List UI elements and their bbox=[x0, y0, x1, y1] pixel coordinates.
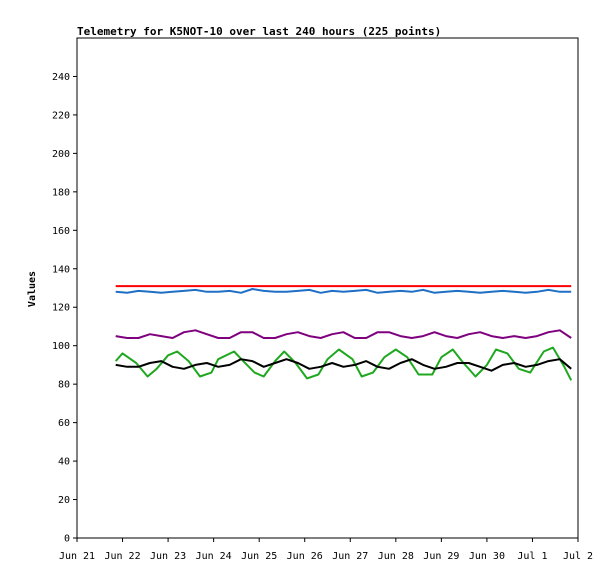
x-tick-label: Jun 22 bbox=[104, 551, 140, 562]
y-axis: 0 20 40 60 80 100 120 140 160 180 200 220 240 bbox=[52, 72, 77, 545]
x-tick-label: Jun 23 bbox=[150, 551, 186, 562]
y-tick-label: 160 bbox=[52, 226, 70, 237]
chart-title: Telemetry for K5NOT-10 over last 240 hou… bbox=[77, 25, 441, 38]
x-tick-label: Jun 29 bbox=[423, 551, 459, 562]
x-tick-label: Jun 28 bbox=[378, 551, 414, 562]
y-tick-label: 40 bbox=[58, 457, 70, 468]
y-tick-label: 100 bbox=[52, 341, 70, 352]
plot-area bbox=[76, 37, 579, 539]
x-tick-label: Jul 2 bbox=[563, 551, 593, 562]
y-tick-label: 20 bbox=[58, 495, 70, 506]
x-tick-label: Jun 26 bbox=[287, 551, 323, 562]
y-tick-label: 180 bbox=[52, 187, 70, 198]
series-line-2 bbox=[115, 329, 572, 339]
y-tick-label: 240 bbox=[52, 72, 70, 83]
y-tick-label: 120 bbox=[52, 303, 70, 314]
x-tick-label: Jun 21 bbox=[59, 551, 95, 562]
series-line-4 bbox=[115, 358, 572, 372]
y-tick-label: 60 bbox=[58, 418, 70, 429]
series-layer bbox=[114, 285, 573, 381]
x-tick-label: Jun 24 bbox=[196, 551, 232, 562]
y-tick-label: 200 bbox=[52, 149, 70, 160]
series-line-1 bbox=[115, 288, 572, 294]
y-tick-label: 0 bbox=[64, 534, 70, 545]
x-tick-label: Jun 25 bbox=[241, 551, 277, 562]
x-axis: Jun 21 Jun 22 Jun 23 Jun 24 Jun 25 Jun 26 Jun … bbox=[59, 538, 593, 562]
x-tick-label: Jun 30 bbox=[469, 551, 505, 562]
y-tick-label: 140 bbox=[52, 264, 70, 275]
x-tick-label: Jun 27 bbox=[332, 551, 368, 562]
series-line-3 bbox=[114, 346, 573, 381]
y-tick-label: 80 bbox=[58, 380, 70, 391]
x-tick-label: Jul 1 bbox=[517, 551, 547, 562]
y-tick-label: 220 bbox=[52, 110, 70, 121]
y-axis-label: Values bbox=[27, 271, 38, 307]
